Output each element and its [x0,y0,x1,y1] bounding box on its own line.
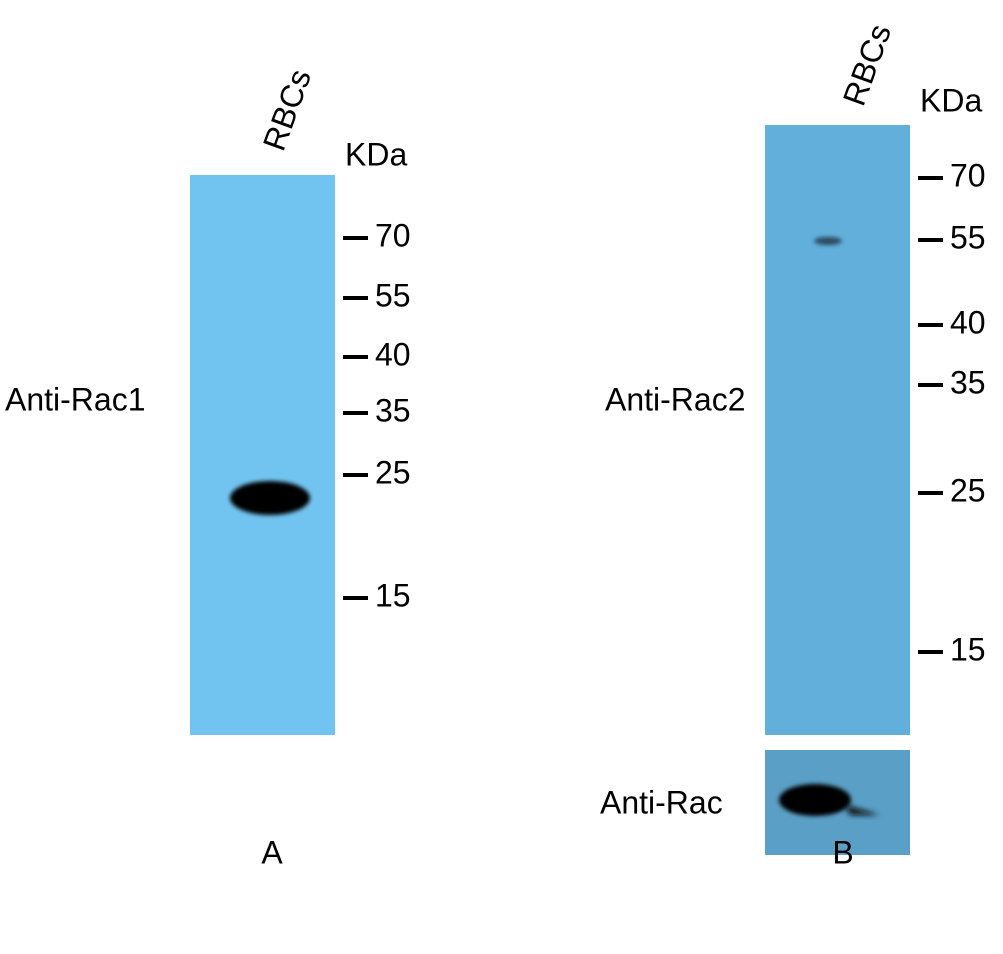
marker-label: 40 [950,304,986,340]
marker-label: 15 [375,577,411,613]
antibody-label: Anti-Rac [600,784,723,820]
marker-label: 70 [950,157,986,193]
band [779,784,851,816]
marker-label: 55 [375,277,411,313]
marker-label: 40 [375,336,411,372]
band [814,237,842,245]
lane-label: RBCs [836,19,898,110]
marker-label: 35 [375,392,411,428]
band [230,481,310,515]
panel-label: B [832,834,853,870]
antibody-label: Anti-Rac1 [5,381,146,417]
antibody-label: Anti-Rac2 [605,381,746,417]
marker-label: 35 [950,364,986,400]
band-tail [845,805,880,815]
blot-b [765,125,910,735]
blot-a [190,175,335,735]
marker-label: 25 [950,472,986,508]
marker-label: 55 [950,219,986,255]
marker-label: 15 [950,631,986,667]
unit-label: KDa [345,136,407,172]
panel-label: A [261,834,283,870]
marker-label: 25 [375,454,411,490]
lane-label: RBCs [256,64,318,155]
unit-label: KDa [920,82,982,118]
marker-label: 70 [375,217,411,253]
